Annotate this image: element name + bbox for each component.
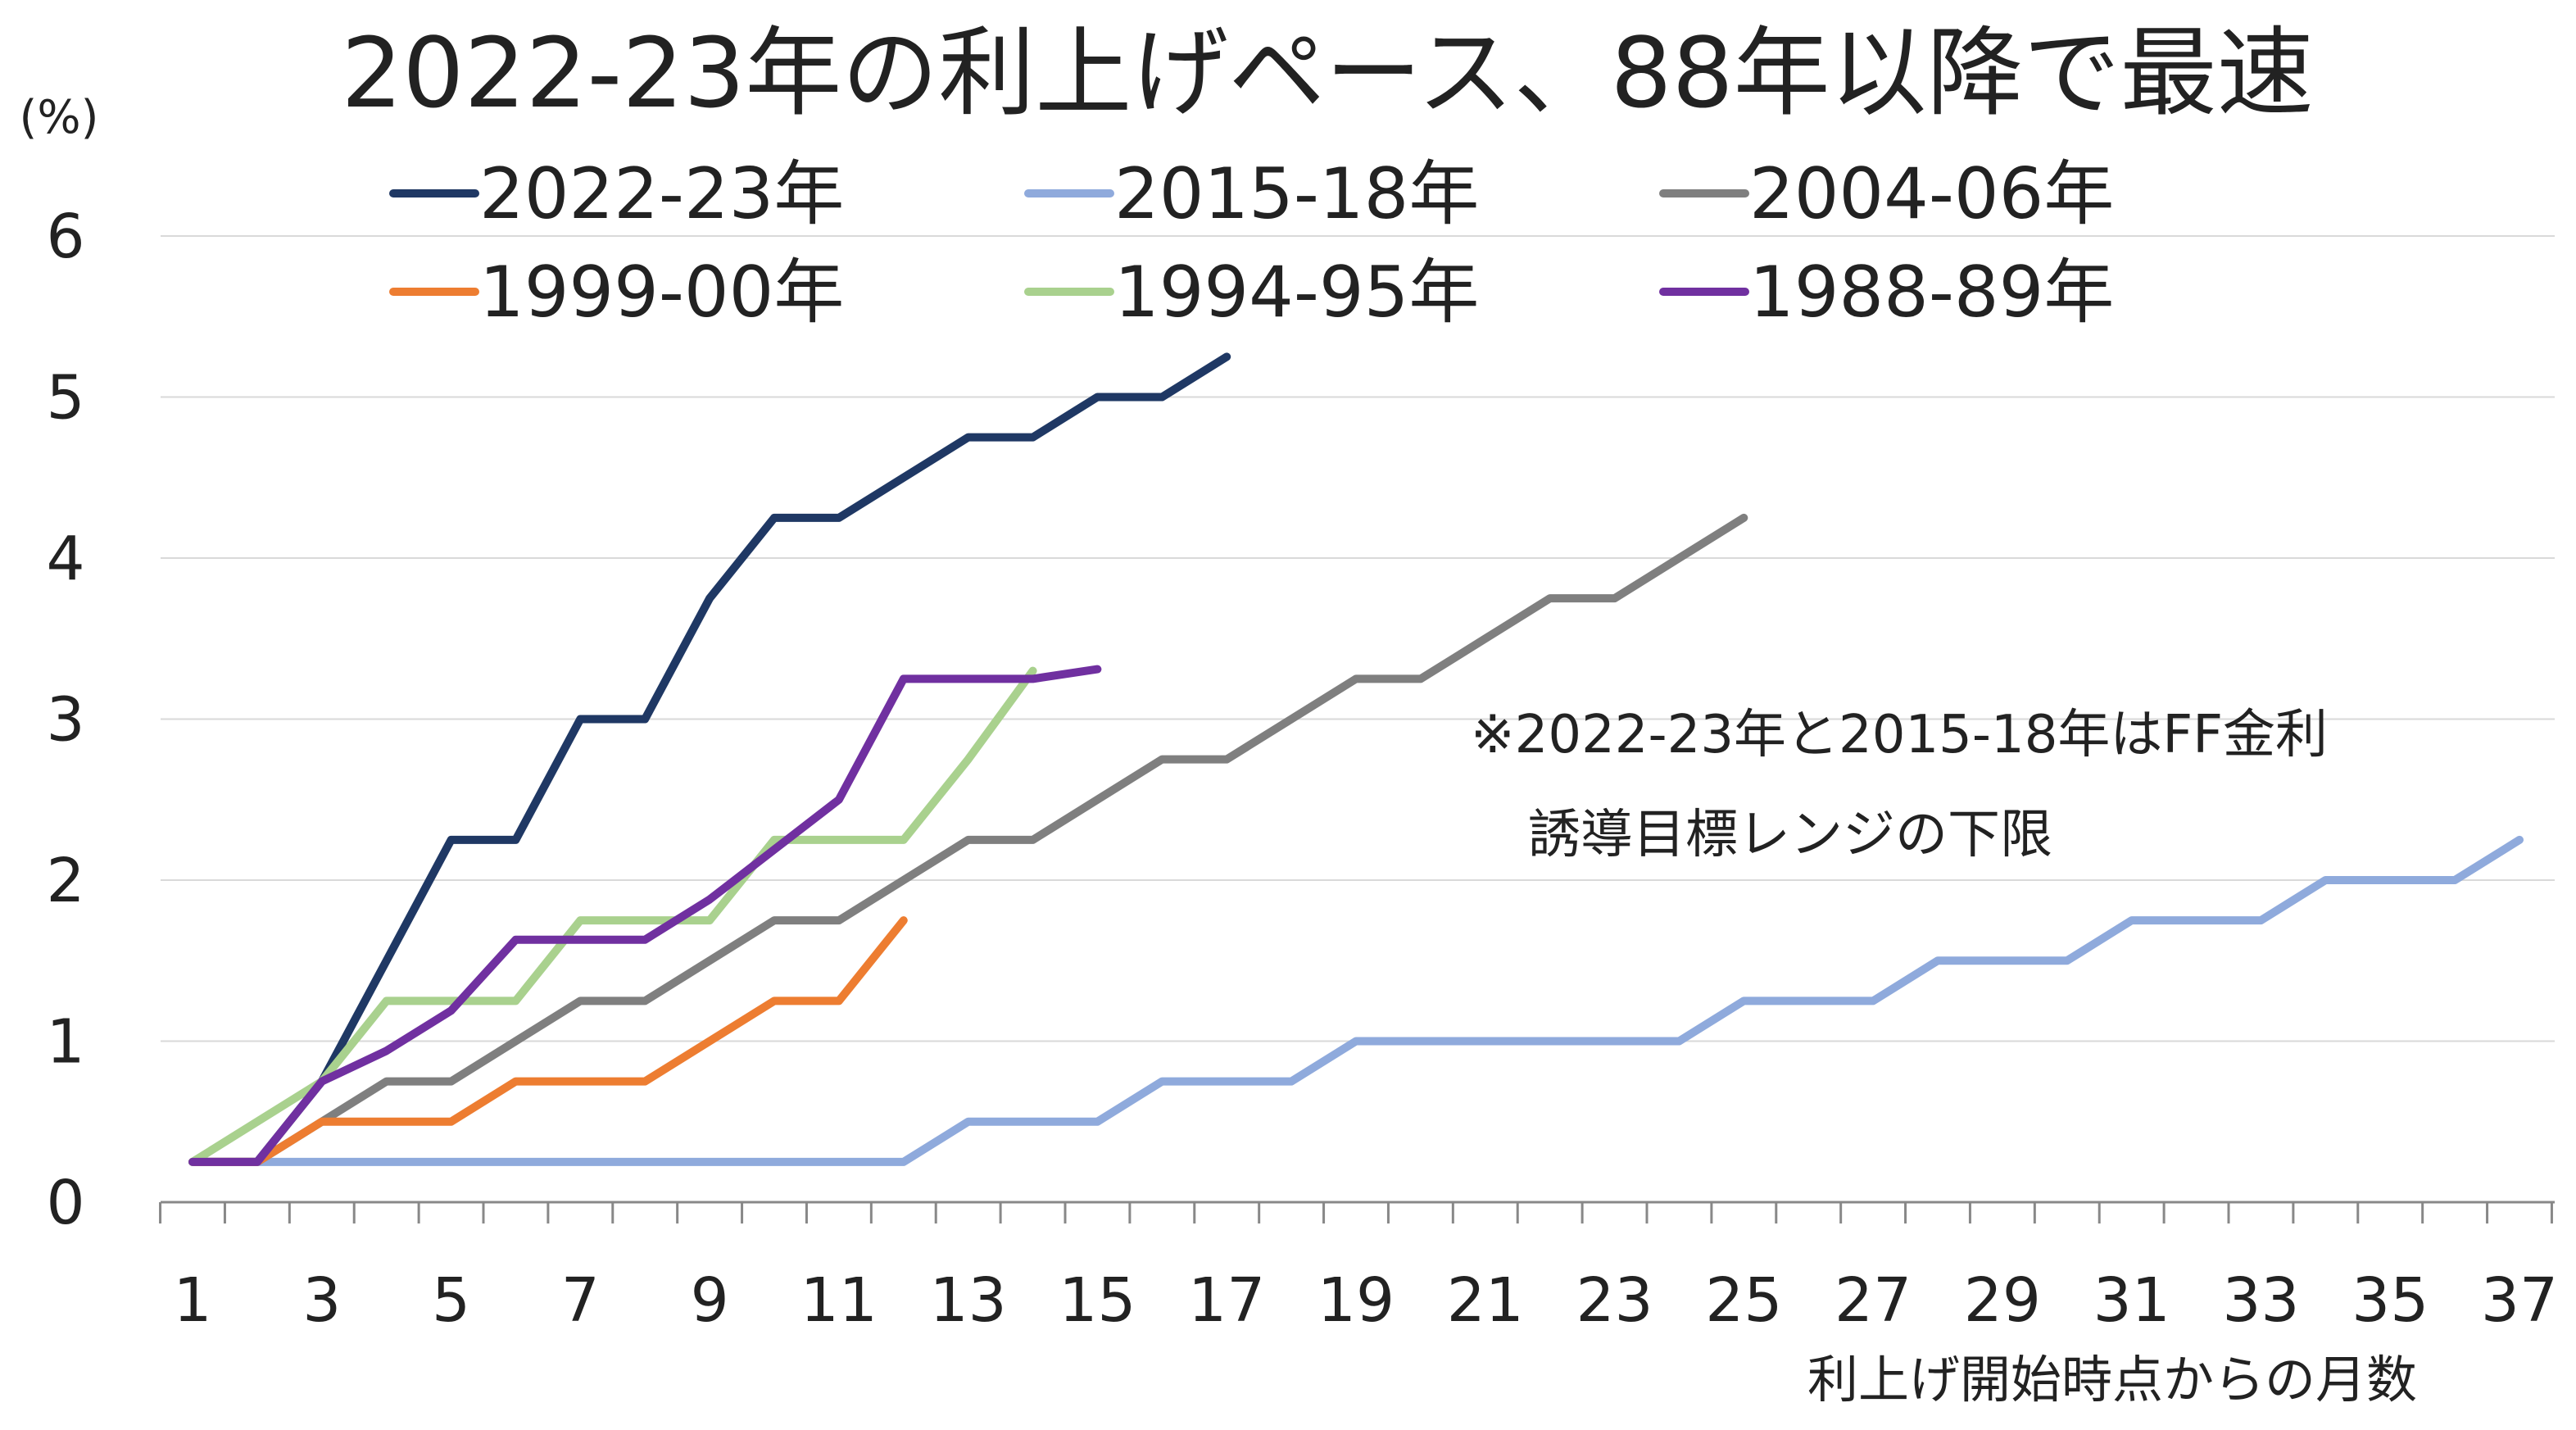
x-tick-label-1: 1 [173,1265,211,1336]
x-tick-label-5: 5 [432,1265,470,1336]
series-line-1 [188,835,2524,1166]
x-tick-label-15: 15 [1059,1265,1136,1336]
x-tick-label-27: 27 [1834,1265,1912,1336]
y-tick-label-2: 2 [46,846,84,916]
legend-label: 1994-95年 [1114,252,1479,334]
x-tick-label-25: 25 [1705,1265,1782,1336]
x-tick-labels: 1 3 5 7 9 11 13 15 17 19 21 23 25 27 29 31 33 35 37 [173,1265,2558,1336]
x-axis-label: 利上げ開始時点からの月数 [1807,1350,2417,1410]
note-line-2: 誘導目標レンジの下限 [1528,805,2052,865]
x-tick-label-11: 11 [800,1265,878,1336]
legend-item-2: 2004-06年 [1659,153,2114,235]
y-tick-label-5: 5 [46,363,84,434]
series-line-2 [188,513,1748,1166]
gridlines [161,235,2555,1042]
series-line-4 [188,666,1037,1166]
x-tick-label-7: 7 [561,1265,600,1336]
x-tick-label-13: 13 [930,1265,1007,1336]
note-line-1: ※2022-23年と2015-18年はFF金利 [1471,705,2328,765]
legend-item-5: 1988-89年 [1659,252,2114,334]
y-tick-label-6: 6 [46,202,84,272]
y-tick-label-1: 1 [46,1007,84,1078]
legend-item-0: 2022-23年 [389,153,844,235]
series-line-5 [188,665,1102,1166]
legend-label: 2022-23年 [479,153,844,235]
x-tick-label-21: 21 [1447,1265,1524,1336]
x-tick-label-31: 31 [2093,1265,2170,1336]
x-tick-label-9: 9 [691,1265,729,1336]
y-axis-unit-label: (%) [20,91,99,144]
legend-label: 2015-18年 [1114,153,1479,235]
legend-label: 1999-00年 [479,252,844,334]
x-tick-label-29: 29 [1964,1265,2041,1336]
series-line-0 [188,352,1231,1166]
x-tick-label-19: 19 [1317,1265,1395,1336]
x-tick-label-35: 35 [2352,1265,2429,1336]
x-tick-label-33: 33 [2222,1265,2299,1336]
legend-item-4: 1994-95年 [1024,252,1479,334]
legend-item-1: 2015-18年 [1024,153,1479,235]
legend-label: 2004-06年 [1749,153,2114,235]
series-line-3 [188,916,908,1166]
y-tick-labels: 0 1 2 3 4 5 6 [46,202,84,1238]
x-tick-label-3: 3 [302,1265,341,1336]
y-tick-label-4: 4 [46,524,84,594]
y-tick-label-3: 3 [46,685,84,756]
legend: 2022-23年 2015-18年 2004-06年 1999-00年 1994-95年… [389,153,2114,334]
y-tick-label-0: 0 [46,1168,84,1238]
x-tick-label-37: 37 [2481,1265,2558,1336]
x-tick-label-23: 23 [1576,1265,1653,1336]
legend-label: 1988-89年 [1749,252,2114,334]
series-lines [188,352,2524,1166]
x-tick-label-17: 17 [1188,1265,1265,1336]
x-axis [159,1201,2555,1223]
legend-item-3: 1999-00年 [389,252,844,334]
chart-title: 2022-23年の利上げペース、88年以降で最速 [341,16,2313,129]
